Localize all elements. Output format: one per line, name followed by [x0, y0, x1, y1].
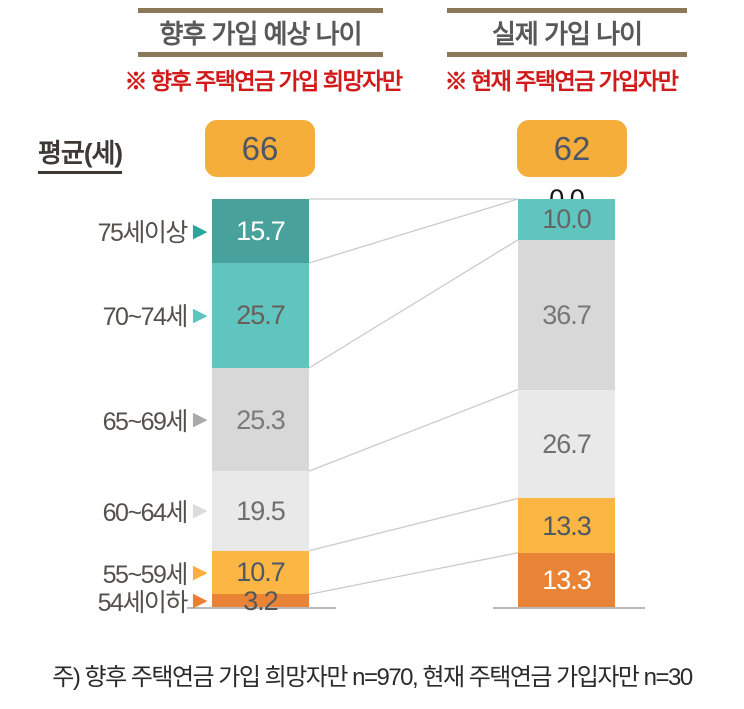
category-label-text: 60~64세	[102, 498, 189, 527]
segment-value-label: 15.7	[236, 216, 286, 247]
right-column-subtitle: ※ 현재 주택연금 가입자만	[444, 68, 679, 94]
category-label-row: 54세이하 ▶	[0, 585, 208, 617]
category-label-text: 54세이하	[97, 588, 189, 617]
connector-line	[308, 497, 519, 552]
category-arrow-icon: ▶	[192, 562, 208, 584]
right-column-title-text: 실제 가입 나이	[492, 19, 643, 49]
bar-segment: 10.7	[212, 550, 309, 595]
bar-segment: 25.7	[212, 263, 309, 368]
bar-segment: 13.3	[518, 498, 615, 553]
average-value-expected: 66	[241, 129, 279, 167]
connector-line	[308, 552, 519, 595]
right-column-title: 실제 가입 나이	[447, 8, 687, 57]
segment-value-label: 10.0	[542, 204, 592, 235]
category-label-row: 55~59세 ▶	[0, 557, 208, 589]
category-arrow-icon: ▶	[192, 590, 208, 612]
category-label-row: 75세이상 ▶	[0, 215, 208, 248]
stacked-bar-actual: 0.010.036.726.713.313.3	[518, 185, 615, 607]
segment-value-label: 36.7	[542, 299, 592, 330]
category-label-row: 65~69세 ▶	[0, 404, 208, 436]
left-column-subtitle: ※ 향후 주택연금 가입 희망자만	[124, 68, 403, 94]
segment-value-label: 19.5	[236, 495, 286, 526]
category-label-row: 70~74세 ▶	[0, 299, 208, 332]
category-label-text: 55~59세	[102, 560, 189, 589]
category-label-text: 65~69세	[102, 407, 189, 436]
bar-segment: 13.3	[518, 552, 615, 607]
bar-segment: 15.7	[212, 199, 309, 264]
average-value-actual: 62	[553, 129, 591, 167]
footnote: 주) 향후 주택연금 가입 희망자만 n=970, 현재 주택연금 가입자만 n…	[52, 664, 693, 691]
segment-value-label: 3.2	[243, 585, 279, 616]
segment-value-label: 25.3	[236, 404, 286, 435]
bar-segment: 10.0	[518, 199, 615, 240]
category-label-text: 75세이상	[97, 219, 189, 248]
bar-segment: 3.2	[212, 587, 309, 615]
bar-segment: 25.3	[212, 367, 309, 472]
category-label-row: 60~64세 ▶	[0, 495, 208, 527]
category-arrow-icon: ▶	[192, 409, 208, 431]
category-arrow-icon: ▶	[192, 304, 208, 326]
stacked-bar-expected: 15.7 25.7 25.3 19.5 10.7 3.2	[212, 199, 309, 615]
average-axis-label: 평균(세)	[38, 133, 123, 174]
connector-line	[308, 198, 519, 264]
left-column-title-text: 향후 가입 예상 나이	[159, 19, 362, 49]
average-badge-expected: 66	[205, 120, 315, 177]
left-column-title: 향후 가입 예상 나이	[138, 8, 383, 57]
bar-segment: 26.7	[518, 389, 615, 499]
category-label-text: 70~74세	[102, 303, 189, 332]
category-arrow-icon: ▶	[192, 220, 208, 242]
bar-segment: 19.5	[212, 471, 309, 551]
segment-value-label: 25.7	[236, 300, 286, 331]
connector-line	[308, 388, 519, 472]
category-arrow-icon: ▶	[192, 500, 208, 522]
segment-value-label: 13.3	[542, 564, 592, 595]
connector-line	[308, 239, 519, 369]
average-badge-actual: 62	[517, 120, 627, 177]
segment-value-label: 13.3	[542, 510, 592, 541]
segment-value-label: 26.7	[542, 428, 592, 459]
bar-segment: 36.7	[518, 239, 615, 390]
segment-value-label: 10.7	[236, 557, 286, 588]
